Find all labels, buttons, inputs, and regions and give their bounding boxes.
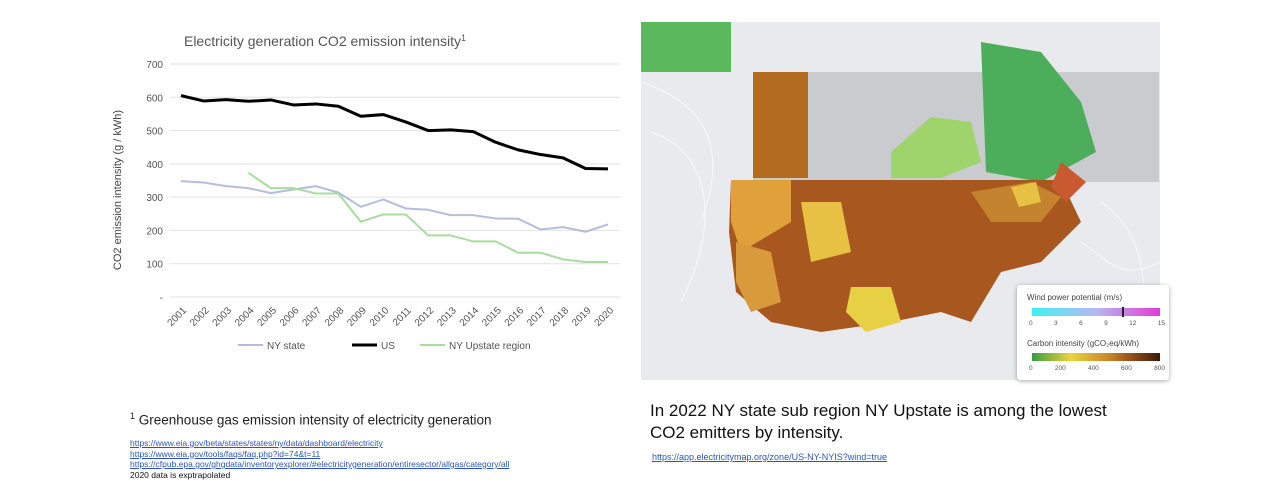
x-tick-label: 2012 — [413, 305, 437, 329]
x-tick-label: 2009 — [345, 305, 369, 329]
source-link-eia-dashboard[interactable]: https://www.eia.gov/beta/states/states/n… — [130, 438, 383, 448]
x-tick-label: 2003 — [211, 305, 235, 329]
scale-tick: 200 — [1054, 365, 1066, 372]
carbon-scale-bar — [1032, 353, 1160, 361]
wind-scale-ticks: 0 3 6 9 12 15 — [1029, 320, 1165, 327]
scale-tick: 12 — [1129, 320, 1137, 327]
chart-title: Electricity generation CO2 emission inte… — [184, 33, 466, 49]
x-tick-label: 2017 — [525, 305, 549, 329]
x-tick-label: 2014 — [458, 305, 482, 329]
scale-tick: 15 — [1157, 320, 1165, 327]
x-tick-label: 2013 — [435, 305, 459, 329]
scale-tick: 3 — [1054, 320, 1058, 327]
scale-tick: 400 — [1087, 365, 1099, 372]
x-tick-label: 2018 — [548, 305, 572, 329]
legend-label: NY Upstate region — [449, 341, 531, 352]
x-tick-label: 2016 — [503, 305, 527, 329]
x-tick-label: 2001 — [166, 305, 190, 329]
x-tick-label: 2011 — [391, 305, 414, 328]
footnote: 1 Greenhouse gas emission intensity of e… — [130, 411, 492, 428]
region-nova-scotia — [1051, 162, 1086, 202]
x-tick-label: 2019 — [570, 305, 594, 329]
x-tick-label: 2005 — [256, 305, 280, 329]
y-tick-label: 600 — [146, 93, 163, 104]
region-quebec — [981, 42, 1096, 182]
x-tick-label: 2010 — [368, 305, 392, 329]
x-tick-label: 2015 — [480, 305, 504, 329]
scale-tick: 600 — [1121, 365, 1132, 372]
carbon-legend-title: Carbon intensity (gCO₂eq/kWh) — [1027, 339, 1140, 348]
emission-intensity-chart: Electricity generation CO2 emission inte… — [112, 33, 620, 352]
y-tick-label: 700 — [146, 60, 163, 71]
x-tick-label: 2004 — [233, 305, 257, 329]
map-legend: Wind power potential (m/s) 0 3 6 9 12 15 Carb… — [1017, 285, 1169, 380]
source-links: https://www.eia.gov/beta/states/states/n… — [130, 438, 509, 480]
scale-tick: 800 — [1154, 365, 1165, 372]
y-tick-label: 300 — [146, 193, 163, 204]
region-ny-upstate — [1011, 182, 1041, 207]
y-tick-label: 400 — [146, 160, 163, 171]
series-line-us — [180, 94, 609, 171]
scale-tick: 0 — [1029, 320, 1033, 327]
region-manitoba — [891, 117, 981, 178]
legend-label: US — [381, 341, 395, 352]
y-tick-label: 500 — [146, 127, 163, 138]
carbon-scale-ticks: 0 200 400 600 800 — [1029, 365, 1165, 372]
x-tick-label: 2020 — [593, 305, 617, 329]
y-tick-label: 200 — [146, 226, 163, 237]
series-line-ny-upstate-region — [247, 172, 608, 264]
wind-marker — [1121, 307, 1124, 317]
scale-tick: 9 — [1104, 320, 1108, 327]
region-colorado — [801, 202, 851, 262]
scale-tick: 0 — [1029, 365, 1033, 372]
wind-scale-bar — [1032, 307, 1160, 317]
y-axis-label: CO2 emission intensity (g / kWh) — [112, 110, 124, 270]
region-northwest — [731, 180, 791, 252]
y-tick-label: - — [160, 293, 163, 304]
electricitymap-link[interactable]: https://app.electricitymap.org/zone/US-N… — [652, 452, 888, 462]
legend-label: NY state — [267, 341, 306, 352]
y-tick-label: 100 — [146, 260, 163, 271]
x-tick-label: 2008 — [323, 305, 347, 329]
series-line-ny-state — [180, 180, 609, 233]
x-tick-label: 2002 — [188, 305, 212, 329]
map-caption: In 2022 NY state sub region NY Upstate i… — [650, 401, 1107, 442]
extrapolation-note: 2020 data is exptrapolated — [130, 469, 231, 480]
x-tick-label: 2007 — [300, 305, 324, 329]
region-texas — [846, 287, 901, 332]
region-alaska — [641, 22, 731, 72]
region-alberta — [753, 72, 808, 178]
source-link-eia-faq[interactable]: https://www.eia.gov/tools/faqs/faq.php?i… — [130, 448, 321, 459]
wind-legend-title: Wind power potential (m/s) — [1027, 293, 1123, 302]
region-california — [736, 242, 781, 312]
source-link-epa-ghg[interactable]: https://cfpub.epa.gov/ghgdata/inventorye… — [130, 459, 510, 469]
x-tick-label: 2006 — [278, 305, 302, 329]
scale-tick: 6 — [1079, 320, 1083, 327]
